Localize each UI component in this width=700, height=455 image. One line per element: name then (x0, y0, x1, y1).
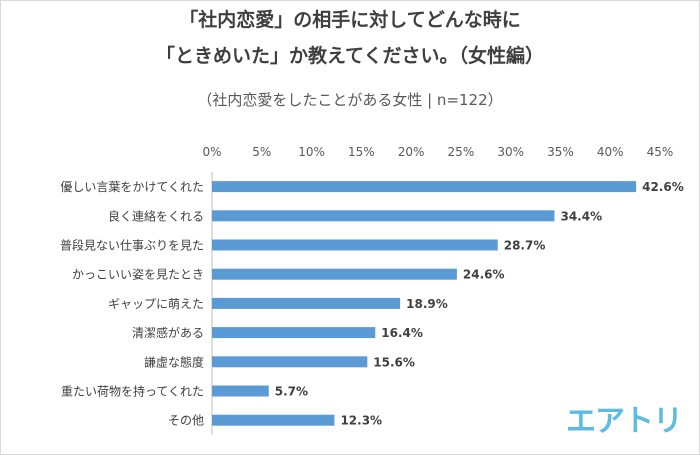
x-tick-label: 30% (497, 145, 524, 159)
bar (212, 297, 401, 309)
brand-logo: エアトリ (566, 404, 683, 439)
x-tick-label: 5% (252, 145, 271, 159)
category-label: かっこいい姿を見たとき (72, 268, 204, 282)
x-tick-label: 40% (597, 145, 624, 159)
chart-title-line-2: 「ときめいた」か教えてください。（女性編） (156, 45, 544, 67)
x-tick-label: 35% (547, 145, 574, 159)
category-label: ギャップに萌えた (108, 297, 204, 311)
category-label: 良く連絡をくれる (108, 208, 204, 223)
value-label: 16.4% (381, 326, 423, 340)
category-label: 優しい言葉をかけてくれた (60, 180, 204, 194)
category-label: 普段見ない仕事ぶりを見た (60, 238, 204, 253)
bar (212, 268, 457, 280)
category-label: その他 (168, 414, 204, 428)
bar (212, 385, 269, 397)
bar (212, 414, 335, 426)
value-label: 28.7% (504, 239, 546, 253)
x-tick-label: 15% (348, 145, 375, 159)
chart-title-line-1: 「社内恋愛」の相手に対してどんな時に (179, 9, 521, 31)
bar (212, 356, 368, 368)
value-label: 18.9% (406, 297, 448, 311)
value-label: 12.3% (340, 414, 382, 428)
category-label: 重たい荷物を持ってくれた (61, 384, 204, 399)
value-label: 15.6% (373, 355, 415, 369)
category-label: 清潔感がある (132, 325, 204, 340)
x-tick-label: 20% (398, 145, 425, 159)
x-tick-label: 25% (448, 145, 475, 159)
category-label: 謙虚な態度 (144, 354, 204, 369)
x-tick-label: 10% (298, 145, 325, 159)
value-label: 5.7% (275, 385, 308, 399)
bar (212, 210, 555, 222)
x-tick-label: 45% (647, 145, 674, 159)
value-label: 34.4% (560, 209, 602, 223)
x-tick-label: 0% (202, 145, 221, 159)
bar (212, 327, 376, 339)
bar (212, 181, 637, 193)
value-label: 42.6% (642, 180, 684, 194)
bar (212, 239, 498, 251)
value-label: 24.6% (463, 268, 505, 282)
chart-subtitle: （社内恋愛をしたことがある女性 | n=122） (197, 91, 503, 109)
